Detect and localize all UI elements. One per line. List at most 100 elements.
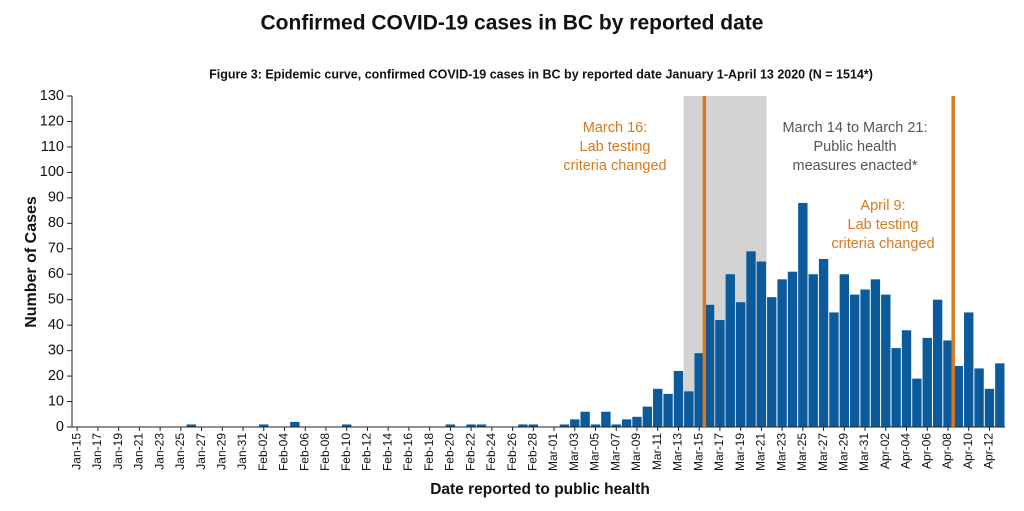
- x-axis-title: Date reported to public health: [430, 481, 650, 498]
- bar: [974, 368, 984, 427]
- x-tick-label: Apr-04: [899, 433, 913, 469]
- bar: [653, 388, 663, 427]
- x-tick-label: Apr-12: [982, 433, 996, 469]
- x-tick-label: Mar-01: [546, 433, 560, 471]
- x-tick-label: Feb-24: [484, 433, 498, 471]
- bar: [808, 274, 818, 427]
- y-tick-label: 80: [48, 215, 64, 231]
- x-tick-label: Feb-04: [277, 433, 291, 471]
- bar: [590, 424, 601, 427]
- bar: [632, 416, 642, 427]
- bar: [922, 337, 932, 427]
- bar: [518, 424, 528, 427]
- bar: [528, 424, 538, 427]
- x-tick-label: Mar-21: [754, 433, 768, 471]
- x-tick-label: Mar-11: [650, 433, 664, 470]
- annotation: measures enacted*: [793, 158, 918, 174]
- bar: [715, 320, 725, 427]
- bar: [673, 370, 684, 427]
- x-tick-label: Feb-28: [525, 433, 539, 471]
- y-tick-label: 90: [48, 190, 64, 206]
- annotation: March 16:: [583, 120, 647, 136]
- bar: [601, 411, 611, 427]
- annotation: Lab testing: [848, 217, 919, 233]
- bar: [901, 330, 912, 427]
- bar: [891, 348, 901, 427]
- y-tick-label: 10: [48, 393, 64, 409]
- x-tick-label: Mar-25: [795, 433, 809, 471]
- x-tick-label: Feb-14: [380, 433, 394, 471]
- bar: [580, 411, 590, 427]
- x-tick-label: Jan-19: [111, 433, 125, 470]
- x-tick-label: Jan-15: [69, 433, 83, 470]
- annotation: Public health: [813, 139, 896, 155]
- bar: [943, 340, 953, 427]
- x-tick-label: Mar-17: [712, 433, 726, 471]
- bar: [559, 424, 570, 427]
- bar: [259, 424, 269, 427]
- x-tick-label: Mar-13: [671, 433, 685, 471]
- x-tick-label: Feb-26: [505, 433, 519, 471]
- bar: [746, 251, 756, 427]
- x-tick-label: Mar-09: [629, 433, 643, 471]
- bar: [570, 419, 580, 427]
- x-tick-label: Mar-23: [774, 433, 788, 471]
- bar: [984, 388, 995, 427]
- x-tick-label: Feb-22: [463, 433, 477, 471]
- y-tick-label: 40: [48, 317, 64, 333]
- x-tick-label: Apr-10: [961, 433, 975, 469]
- bar: [621, 419, 632, 427]
- y-tick-label: 70: [48, 241, 64, 257]
- x-tick-label: Mar-07: [608, 433, 622, 471]
- x-tick-label: Jan-23: [152, 433, 166, 470]
- bar: [342, 424, 352, 427]
- y-tick-label: 60: [48, 266, 64, 282]
- bar: [798, 202, 808, 427]
- x-tick-label: Jan-21: [132, 433, 146, 470]
- annotation: Lab testing: [580, 139, 651, 155]
- bar: [476, 424, 487, 427]
- x-tick-label: Feb-08: [318, 433, 332, 471]
- bar: [932, 299, 943, 427]
- x-tick-label: Feb-16: [401, 433, 415, 471]
- bar: [445, 424, 456, 427]
- bar: [787, 271, 798, 427]
- bar: [953, 365, 964, 427]
- bar: [870, 279, 881, 427]
- bar: [964, 312, 974, 427]
- x-tick-label: Feb-10: [339, 433, 353, 471]
- bar: [186, 424, 196, 427]
- bar: [611, 424, 621, 427]
- x-tick-label: Apr-02: [878, 433, 892, 469]
- annotation: criteria changed: [831, 236, 934, 252]
- x-tick-label: Feb-18: [422, 433, 436, 471]
- y-tick-label: 110: [41, 139, 64, 155]
- bar: [839, 274, 849, 427]
- x-tick-label: Apr-08: [940, 433, 954, 469]
- x-tick-label: Feb-02: [256, 433, 270, 471]
- x-tick-label: Feb-06: [297, 433, 311, 471]
- bar: [756, 261, 767, 427]
- y-tick-label: 20: [48, 368, 64, 384]
- x-tick-label: Apr-06: [919, 433, 933, 469]
- x-tick-label: Mar-15: [691, 433, 705, 471]
- bar: [735, 302, 746, 427]
- y-tick-label: 100: [40, 164, 64, 180]
- x-tick-label: Mar-05: [588, 433, 602, 471]
- x-tick-label: Jan-27: [194, 433, 208, 470]
- y-tick-label: 30: [48, 342, 64, 358]
- bar: [694, 353, 704, 427]
- x-tick-label: Mar-03: [567, 433, 581, 471]
- annotation: criteria changed: [563, 158, 666, 174]
- x-tick-label: Jan-17: [90, 433, 104, 470]
- bar: [860, 289, 870, 427]
- bar: [663, 393, 673, 427]
- x-tick-label: Mar-27: [816, 433, 830, 471]
- bar: [767, 297, 777, 427]
- bar: [777, 279, 787, 427]
- bar: [642, 406, 653, 427]
- x-tick-label: Feb-20: [443, 433, 457, 471]
- x-tick-label: Mar-19: [733, 433, 747, 471]
